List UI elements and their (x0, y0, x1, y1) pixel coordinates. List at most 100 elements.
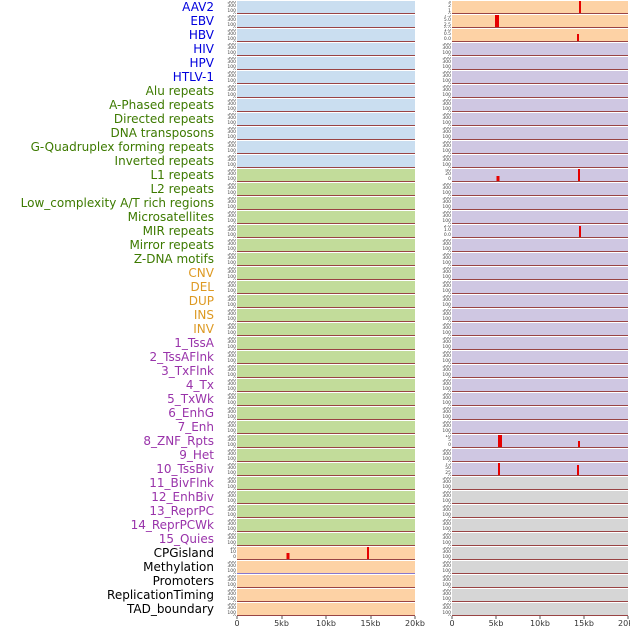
y-tick-label: 100 (442, 414, 451, 420)
track-panel-left (237, 574, 415, 588)
track-panel-left (237, 252, 415, 266)
chart-row: L1 repeats500300100040200 (0, 168, 630, 182)
y-tick-label: 100 (442, 260, 451, 266)
row-label: CNV (188, 266, 214, 280)
y-tick-label: 0 (233, 554, 236, 560)
signal-spike (497, 434, 502, 447)
signal-baseline (452, 614, 628, 616)
y-tick-label: 300 (227, 354, 236, 359)
row-label: Methylation (143, 560, 214, 574)
y-tick-label: 100 (227, 260, 236, 266)
y-tick-label: 500 (227, 252, 236, 257)
y-tick-label: 100 (227, 400, 236, 406)
track-panel-right (452, 154, 628, 168)
track-panel-right (452, 476, 628, 490)
y-tick-label: 100 (227, 540, 236, 546)
row-label: Inverted repeats (114, 154, 214, 168)
track-panel-right (452, 98, 628, 112)
y-tick-label: 300 (442, 214, 451, 219)
y-tick-label: 100 (227, 498, 236, 504)
signal-baseline (237, 516, 415, 518)
track-panel-right (452, 182, 628, 196)
row-label: L2 repeats (150, 182, 215, 196)
chart-row: 8_ZNF_Rpts50030010001050 (0, 434, 630, 448)
signal-baseline (237, 334, 415, 336)
signal-spike (578, 168, 581, 181)
y-tick-label: 100 (442, 162, 451, 168)
y-tick-label: 300 (227, 592, 236, 597)
signal-baseline (237, 138, 415, 140)
y-tick-label: 300 (442, 144, 451, 149)
track-panel-left (237, 462, 415, 476)
y-tick-label: 500 (442, 140, 451, 145)
y-tick-label: 300 (227, 88, 236, 93)
track-panel-right (452, 462, 628, 476)
track-panel-right (452, 602, 628, 616)
track-panel-left (237, 588, 415, 602)
x-tick-mark (627, 616, 629, 619)
track-panel-left (237, 490, 415, 504)
track-panel-right (452, 294, 628, 308)
y-tick-label: 300 (442, 340, 451, 345)
y-tick-label: 500 (442, 266, 451, 271)
y-tick-label: 500 (227, 266, 236, 271)
signal-baseline (452, 278, 628, 280)
y-tick-label: 500 (442, 588, 451, 593)
signal-baseline (452, 264, 628, 266)
y-tick-label: 500 (442, 56, 451, 61)
y-tick-label: 500 (227, 154, 236, 159)
signal-baseline (237, 306, 415, 308)
track-panel-left (237, 168, 415, 182)
signal-spike (496, 175, 500, 181)
y-tick-label: 500 (442, 182, 451, 187)
y-tick-label: 100 (442, 484, 451, 490)
y-tick-label: 500 (227, 350, 236, 355)
track-panel-left (237, 448, 415, 462)
track-panel-right (452, 0, 628, 14)
y-tick-label: 0 (448, 442, 451, 448)
y-tick-label: 500 (442, 252, 451, 257)
row-label: DNA transposons (110, 126, 215, 140)
track-panel-right (452, 210, 628, 224)
y-tick-label: 300 (442, 158, 451, 163)
signal-baseline (237, 614, 415, 616)
signal-baseline (237, 278, 415, 280)
signal-baseline (237, 502, 415, 504)
y-tick-label: 2 (448, 4, 451, 9)
track-panel-right (452, 14, 628, 28)
y-tick-label: 100 (442, 400, 451, 406)
track-panel-left (237, 98, 415, 112)
y-tick-label: 20 (230, 546, 236, 551)
y-tick-label: 100 (227, 106, 236, 112)
y-tick-label: 100 (227, 582, 236, 588)
signal-spike (286, 552, 290, 559)
y-tick-label: 100 (227, 358, 236, 364)
y-tick-label: 100 (227, 64, 236, 70)
signal-baseline (237, 96, 415, 98)
signal-baseline (237, 152, 415, 154)
y-tick-label: 300 (442, 256, 451, 261)
y-tick-label: 300 (442, 382, 451, 387)
y-tick-label: 500 (442, 336, 451, 341)
signal-baseline (237, 432, 415, 434)
signal-baseline (452, 404, 628, 406)
y-tick-label: 500 (442, 350, 451, 355)
